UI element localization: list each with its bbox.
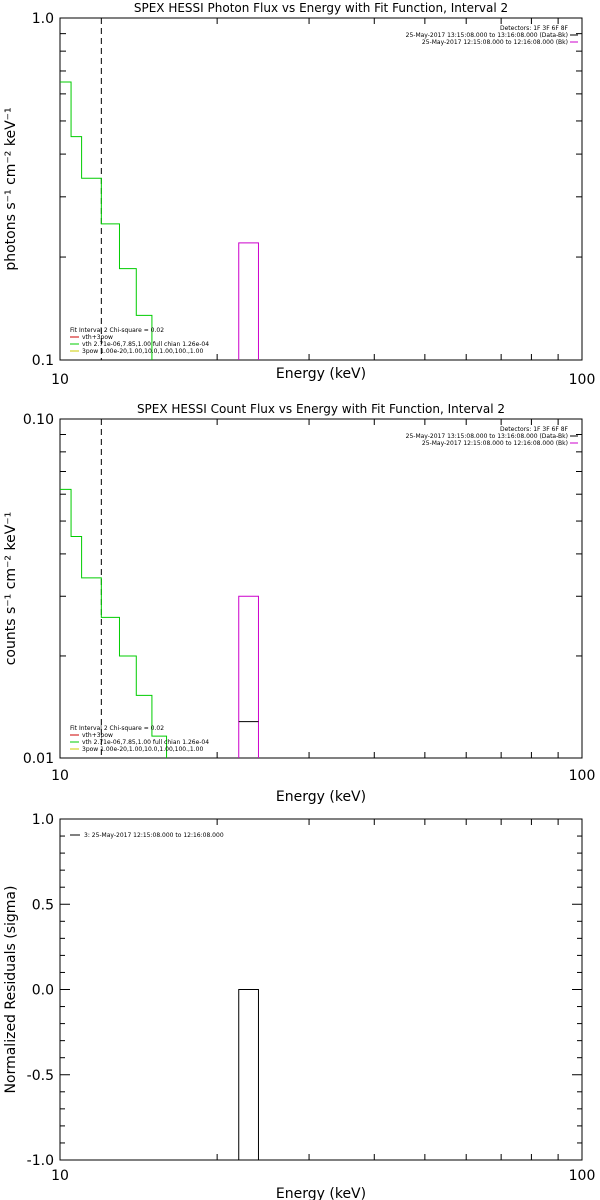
y-axis-label: photons s⁻¹ cm⁻² keV⁻¹ — [3, 107, 19, 270]
series-bar — [238, 242, 259, 360]
data-layer — [238, 989, 259, 1160]
y-tick-label: 1.0 — [32, 11, 54, 27]
legend-text: Fit Interval 2 Chi-square = 0.02 — [70, 725, 164, 732]
series-bar — [238, 989, 259, 1160]
legend-text: 3pow 1.00e-20,1.00,10.0,1.00,100.,1.00 — [82, 746, 203, 753]
y-tick-label: 0.5 — [32, 897, 54, 913]
chart-panel-2: 10 100 0.01 0.10 SPEX HESSI Count Flux vs En… — [3, 402, 596, 805]
x-tick-label: 10 — [51, 1168, 69, 1184]
legend-bottom-left: Fit Interval 2 Chi-square = 0.02vth+3pow… — [70, 327, 209, 355]
legend-text: 25-May-2017 12:15:08.000 to 12:16:08.000… — [422, 440, 568, 447]
x-tick-label: 10 — [51, 768, 69, 784]
chart-panel-1: 10 100 0.1 1.0 SPEX HESSI Photon Flux vs Ene… — [3, 1, 596, 388]
plot-frame — [59, 818, 583, 1161]
legend-text: vth 2.71e-06,7.85,1.00 full chian 1.26e-… — [82, 341, 209, 348]
legend-text: vth 2.71e-06,7.85,1.00 full chian 1.26e-… — [82, 739, 209, 746]
legend-text: Fit Interval 2 Chi-square = 0.02 — [70, 327, 164, 334]
plot-frame — [59, 418, 583, 759]
plot-frame — [59, 17, 583, 361]
series-step-line — [60, 81, 153, 360]
x-tick-label: 100 — [569, 372, 596, 388]
legend-text: Detectors: 1F 3F 6F 8F — [500, 426, 569, 433]
legend-text: Detectors: 1F 3F 6F 8F — [500, 25, 569, 32]
legend-text: 3: 25-May-2017 12:15:08.000 to 12:16:08.… — [84, 832, 224, 839]
legend-text: 3pow 1.00e-20,1.00,10.0,1.00,100.,1.00 — [82, 348, 203, 355]
chart-title: SPEX HESSI Photon Flux vs Energy with Fi… — [134, 1, 508, 15]
legend-text: vth+3pow — [82, 334, 113, 341]
y-tick-label: 0.01 — [23, 751, 54, 767]
legend-text: 25-May-2017 13:15:08.000 to 13:16:08.000… — [406, 433, 568, 440]
chart-title: SPEX HESSI Count Flux vs Energy with Fit… — [137, 402, 505, 416]
y-tick-label: -1.0 — [27, 1153, 54, 1169]
data-layer — [60, 18, 259, 360]
x-axis-label: Energy (keV) — [276, 1186, 366, 1200]
y-tick-label: 0.10 — [23, 412, 54, 428]
legend-bottom-left: Fit Interval 2 Chi-square = 0.02vth+3pow… — [70, 725, 209, 753]
chart-panel-3: 10 100 -1.0 -0.5 0.0 0.5 1.0 Energy (keV) Normal… — [3, 812, 595, 1200]
data-layer — [60, 419, 259, 758]
x-tick-label: 10 — [51, 372, 69, 388]
y-axis-label: counts s⁻¹ cm⁻² keV⁻¹ — [3, 512, 19, 666]
legend-text: vth+3pow — [82, 732, 113, 739]
x-axis-label: Energy (keV) — [276, 789, 366, 805]
x-tick-label: 100 — [569, 768, 596, 784]
y-tick-label: 0.0 — [32, 983, 54, 999]
legend-top-left: 3: 25-May-2017 12:15:08.000 to 12:16:08.… — [70, 832, 224, 839]
legend-text: 25-May-2017 12:15:08.000 to 12:16:08.000… — [422, 39, 568, 46]
x-axis-label: Energy (keV) — [276, 366, 366, 382]
y-tick-label: 0.1 — [32, 353, 54, 369]
series-bar — [238, 595, 259, 758]
y-axis-label: Normalized Residuals (sigma) — [3, 886, 19, 1094]
y-tick-label: -0.5 — [27, 1068, 54, 1084]
x-tick-label: 100 — [569, 1168, 596, 1184]
legend-text: 25-May-2017 13:15:08.000 to 13:16:08.000… — [406, 32, 568, 39]
series-step-line — [60, 488, 168, 758]
y-tick-label: 1.0 — [32, 812, 54, 828]
